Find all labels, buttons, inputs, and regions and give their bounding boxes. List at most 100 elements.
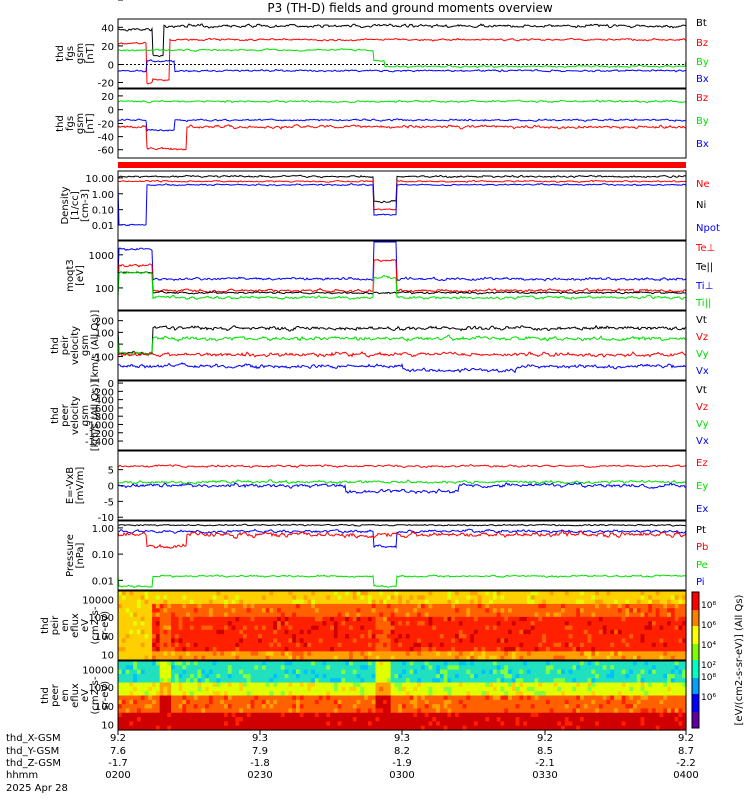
heatmap-cell	[345, 678, 350, 684]
heatmap-cell	[564, 595, 570, 601]
heatmap-cell	[659, 634, 664, 640]
heatmap-cell	[261, 603, 267, 609]
heatmap-cell	[133, 599, 138, 605]
heatmap-cell	[318, 669, 324, 675]
heatmap-cell	[451, 661, 456, 666]
heatmap-cell	[606, 629, 611, 635]
heatmap-cell	[632, 642, 638, 648]
heatmap-cell	[125, 638, 130, 644]
heatmap-cell	[678, 717, 683, 722]
heatmap-cell	[163, 695, 168, 701]
heatmap-cell	[163, 717, 168, 722]
heatmap-cell	[364, 647, 369, 652]
heatmap-cell	[424, 629, 430, 635]
heatmap-cell	[280, 634, 286, 640]
heatmap-cell	[216, 629, 221, 635]
heatmap-cell	[330, 595, 335, 601]
heatmap-cell	[496, 629, 502, 635]
heatmap-cell	[413, 647, 418, 652]
heatmap-cell	[477, 608, 483, 614]
heatmap-cell	[174, 661, 180, 666]
heatmap-cell	[144, 616, 149, 622]
heatmap-cell	[473, 651, 479, 657]
heatmap-cell	[538, 621, 543, 627]
heatmap-cell	[413, 704, 418, 710]
heatmap-cell	[136, 655, 142, 661]
heatmap-cell	[667, 634, 672, 640]
heatmap-cell	[246, 686, 252, 692]
heatmap-cell	[269, 704, 274, 710]
heatmap-cell	[542, 717, 547, 722]
heatmap-cell	[473, 608, 479, 614]
heatmap-cell	[212, 682, 218, 688]
heatmap-cell	[398, 691, 403, 697]
heatmap-cell	[542, 608, 547, 614]
heatmap-cell	[489, 621, 494, 627]
heatmap-cell	[629, 621, 634, 627]
heatmap-cell	[159, 661, 165, 666]
heatmap-cell	[530, 625, 536, 631]
heatmap-cell	[125, 603, 130, 609]
heatmap-cell	[182, 704, 187, 710]
heatmap-cell	[201, 621, 206, 627]
heatmap-cell	[307, 695, 312, 701]
heatmap-cell	[205, 712, 210, 718]
heatmap-cell	[579, 629, 585, 635]
heatmap-cell	[307, 651, 312, 657]
heatmap-cell	[212, 612, 218, 618]
heatmap-cell	[542, 616, 547, 622]
heatmap-cell	[118, 695, 123, 701]
heatmap-cell	[360, 616, 365, 622]
heatmap-cell	[405, 651, 411, 657]
heatmap-cell	[682, 695, 687, 701]
heatmap-cell	[167, 603, 172, 609]
heatmap-cell	[280, 678, 286, 684]
heatmap-cell	[428, 712, 433, 718]
heatmap-cell	[299, 616, 305, 622]
heatmap-cell	[386, 721, 392, 727]
heatmap-cell	[246, 712, 252, 718]
heatmap-cell	[576, 642, 581, 648]
heatmap-cell	[629, 642, 634, 648]
heatmap-cell	[174, 721, 180, 727]
heatmap-cell	[640, 717, 645, 722]
heatmap-cell	[458, 673, 464, 679]
heatmap-cell	[246, 699, 252, 705]
heatmap-cell	[118, 608, 123, 614]
heatmap-cell	[383, 608, 388, 614]
heatmap-cell	[224, 651, 229, 657]
heatmap-cell	[383, 708, 388, 714]
heatmap-cell	[598, 717, 604, 722]
heatmap-cell	[189, 591, 195, 596]
series-blue	[117, 59, 687, 73]
heatmap-cell	[201, 708, 206, 714]
heatmap-cell	[617, 625, 623, 631]
heatmap-cell	[447, 704, 452, 710]
heatmap-cell	[455, 704, 460, 710]
heatmap-cell	[443, 599, 449, 605]
heatmap-cell	[208, 608, 214, 614]
heatmap-cell	[345, 591, 350, 596]
heatmap-cell	[227, 661, 233, 666]
heatmap-cell	[553, 717, 558, 722]
heatmap-cell	[500, 721, 505, 727]
heatmap-cell	[632, 725, 638, 731]
heatmap-cell	[348, 686, 354, 692]
heatmap-cell	[526, 695, 532, 701]
heatmap-cell	[295, 621, 301, 627]
heatmap-cell	[659, 725, 664, 731]
heatmap-cell	[182, 725, 187, 731]
heatmap-cell	[496, 612, 502, 618]
heatmap-cell	[492, 721, 498, 727]
heatmap-cell	[133, 634, 138, 640]
heatmap-cell	[402, 603, 407, 609]
heatmap-cell	[390, 686, 396, 692]
heatmap-cell	[258, 678, 263, 684]
heatmap-cell	[523, 704, 528, 710]
heatmap-cell	[235, 725, 240, 731]
heatmap-cell	[277, 612, 282, 618]
heatmap-cell	[610, 665, 615, 671]
heatmap-cell	[216, 725, 221, 731]
heatmap-cell	[477, 691, 483, 697]
heatmap-cell	[530, 695, 536, 701]
